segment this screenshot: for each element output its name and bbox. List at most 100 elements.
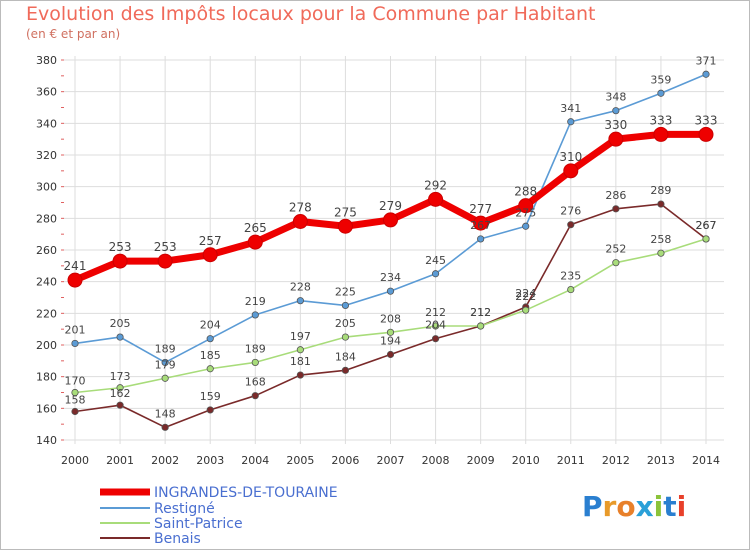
- data-label: 219: [245, 295, 266, 308]
- data-label: 148: [155, 407, 176, 420]
- y-tick-label: 200: [36, 339, 57, 352]
- x-tick-label: 2007: [377, 454, 405, 467]
- x-tick-label: 2000: [61, 454, 89, 467]
- data-label: 359: [650, 73, 671, 86]
- y-tick-label: 380: [36, 54, 57, 67]
- data-label: 208: [380, 312, 401, 325]
- x-tick-label: 2010: [512, 454, 540, 467]
- data-label: 253: [154, 240, 177, 254]
- data-point: [608, 131, 624, 147]
- proxiti-logo: Proxiti: [582, 490, 686, 523]
- data-point: [522, 222, 530, 230]
- data-label: 333: [649, 113, 672, 127]
- data-point: [292, 214, 308, 229]
- data-label: 212: [470, 306, 491, 319]
- data-point: [251, 311, 259, 319]
- y-tick-label: 320: [36, 149, 57, 162]
- data-point: [161, 423, 169, 431]
- data-point: [522, 306, 530, 314]
- data-label: 189: [155, 342, 176, 355]
- data-point: [247, 234, 263, 250]
- legend-label: Restigné: [154, 501, 215, 517]
- data-point: [296, 346, 304, 354]
- chart-title: Evolution des Impôts locaux pour la Comm…: [26, 3, 596, 25]
- legend-label: INGRANDES-DE-TOURAINE: [154, 485, 338, 501]
- data-point: [477, 235, 485, 243]
- data-label: 204: [200, 319, 221, 332]
- data-point: [612, 205, 620, 213]
- y-tick-label: 360: [36, 86, 57, 99]
- data-label: 170: [65, 375, 86, 388]
- data-label: 341: [560, 102, 581, 115]
- data-point: [206, 406, 214, 414]
- x-tick-label: 2008: [422, 454, 450, 467]
- data-label: 257: [199, 234, 222, 248]
- data-label: 225: [335, 285, 356, 298]
- data-label: 265: [244, 221, 267, 235]
- logo-letter: x: [635, 490, 654, 523]
- data-label: 184: [335, 350, 356, 363]
- data-point: [386, 287, 395, 295]
- data-point: [296, 297, 304, 305]
- data-label: 288: [514, 185, 537, 199]
- data-label: 181: [290, 355, 311, 368]
- data-point: [702, 70, 710, 78]
- data-label: 205: [335, 317, 356, 330]
- data-point: [116, 333, 124, 341]
- data-point: [477, 322, 485, 330]
- x-tick-label: 2011: [557, 454, 585, 467]
- data-point: [71, 407, 79, 416]
- x-tick-label: 2013: [647, 454, 675, 467]
- data-point: [383, 212, 398, 228]
- data-point: [116, 384, 124, 392]
- data-point: [251, 392, 259, 400]
- data-label: 267: [470, 219, 491, 232]
- data-point: [337, 218, 353, 234]
- x-tick-label: 2002: [151, 454, 179, 467]
- x-tick-label: 2009: [467, 454, 495, 467]
- data-point: [67, 272, 83, 288]
- chart-subtitle: (en € et par an): [26, 27, 121, 41]
- data-point: [431, 322, 440, 330]
- data-point: [657, 200, 665, 208]
- data-point: [567, 285, 575, 294]
- data-label: 197: [290, 330, 311, 343]
- x-tick-label: 2001: [106, 454, 134, 467]
- y-tick-label: 340: [36, 117, 57, 130]
- data-point: [71, 339, 79, 348]
- logo-letter: t: [663, 490, 677, 523]
- data-label: 222: [515, 290, 536, 303]
- data-label: 310: [559, 150, 582, 164]
- data-point: [567, 221, 575, 229]
- data-point: [702, 235, 710, 243]
- data-label: 212: [470, 306, 491, 319]
- data-label: 348: [605, 91, 626, 104]
- x-tick-label: 2003: [196, 454, 224, 467]
- data-label: 252: [605, 243, 626, 256]
- x-tick-label: 2004: [241, 454, 269, 467]
- data-label: 276: [560, 205, 581, 218]
- y-tick-label: 180: [36, 371, 57, 384]
- logo-letter: i: [676, 490, 687, 523]
- x-tick-label: 2006: [331, 454, 359, 467]
- data-label: 228: [290, 281, 311, 294]
- data-label: 168: [245, 376, 266, 389]
- data-label: 278: [289, 201, 312, 215]
- data-label: 234: [380, 271, 401, 284]
- logo-letter: o: [616, 490, 636, 523]
- data-label: 277: [469, 202, 492, 216]
- data-label: 189: [245, 342, 266, 355]
- data-point: [386, 328, 395, 336]
- data-label: 267: [696, 219, 717, 232]
- data-label: 275: [334, 205, 357, 219]
- data-point: [206, 335, 214, 343]
- data-label: 333: [695, 113, 718, 127]
- data-label: 267: [696, 219, 717, 232]
- data-label: 194: [380, 335, 401, 348]
- data-label: 292: [424, 178, 447, 192]
- legend-label: Benais: [154, 531, 201, 547]
- data-label: 201: [65, 323, 86, 336]
- data-label: 253: [109, 240, 132, 254]
- data-label: 245: [425, 254, 446, 267]
- data-point: [428, 191, 444, 207]
